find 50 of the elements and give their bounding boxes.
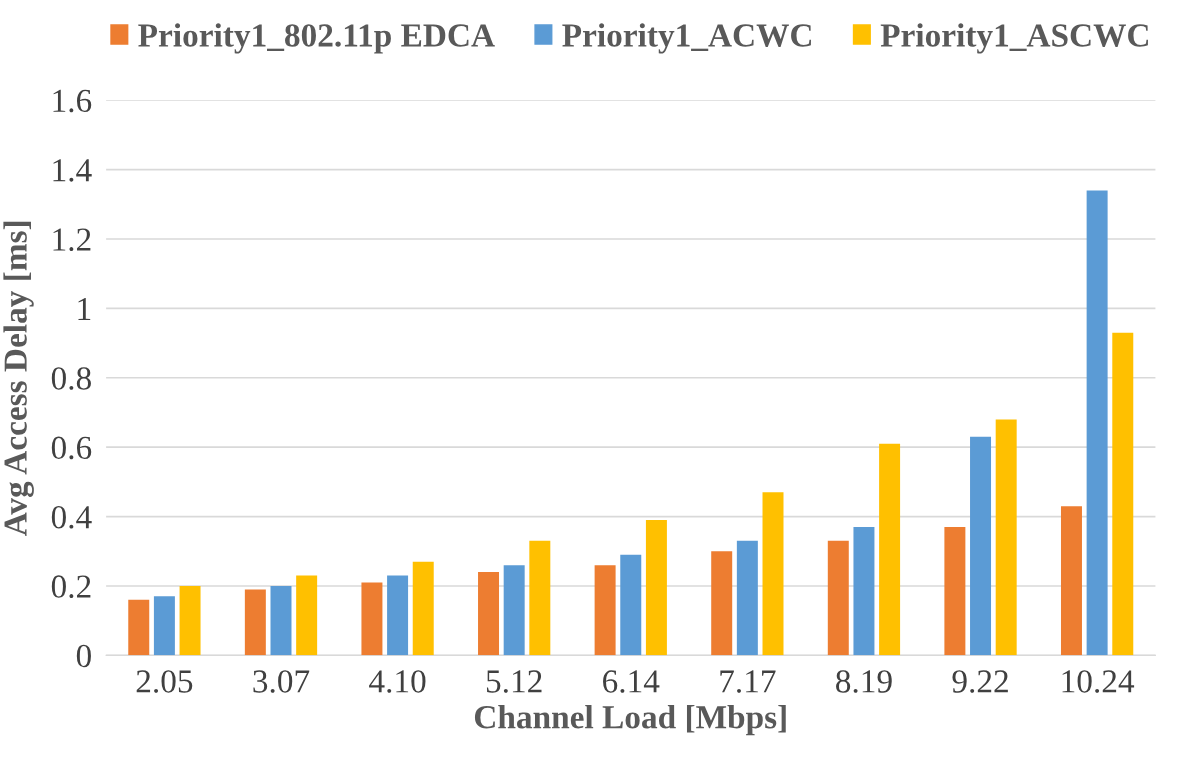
x-tick-label: 9.22 [952, 670, 1008, 693]
bar [879, 443, 901, 656]
bar [944, 526, 966, 656]
bar [827, 540, 849, 656]
y-axis-title: Avg Access Delay [ms] [3, 221, 34, 536]
bar [412, 561, 434, 656]
bar [594, 565, 616, 656]
bar [270, 585, 292, 656]
bar [361, 582, 383, 656]
bar [995, 419, 1017, 656]
x-tick-label: 10.24 [1062, 670, 1135, 693]
x-tick-label: 6.14 [603, 670, 660, 693]
bar [736, 540, 758, 656]
bar [529, 540, 551, 656]
y-tick-label: 0.4 [51, 505, 92, 529]
y-tick-label: 1.4 [53, 159, 92, 182]
bar [1086, 190, 1108, 656]
legend-label: Priority1_802.11p EDCA [138, 23, 495, 54]
y-tick-label: 0.8 [51, 367, 91, 390]
bar [503, 565, 525, 656]
y-tick-label: 1.6 [53, 89, 92, 113]
bar [244, 589, 266, 656]
bar [762, 492, 784, 656]
legend-label: Priority1_ASCWC [880, 23, 1148, 54]
x-tick-label: 4.10 [369, 670, 426, 693]
y-tick-label: 0 [76, 644, 91, 668]
bar [853, 526, 875, 656]
y-tick-label: 1.2 [53, 228, 91, 252]
y-tick-label: 0.6 [51, 436, 92, 460]
bar [296, 575, 318, 656]
bar [478, 572, 500, 656]
bar [179, 585, 201, 656]
bar [128, 599, 150, 656]
bar [1112, 332, 1134, 656]
bar [970, 436, 992, 656]
bar [153, 596, 175, 656]
x-tick-label: 5.12 [486, 670, 542, 693]
x-axis-title: Channel Load [Mbps] [474, 705, 786, 736]
bar [620, 554, 642, 656]
y-tick-label: 0.2 [51, 575, 91, 598]
x-tick-label: 3.07 [253, 670, 310, 693]
x-tick-label: 8.19 [836, 670, 892, 693]
bar [387, 575, 409, 656]
x-tick-label: 2.05 [136, 670, 193, 693]
y-tick-label: 1 [78, 297, 91, 320]
bar [1060, 506, 1082, 656]
x-tick-label: 7.17 [720, 670, 776, 693]
legend-label: Priority1_ACWC [562, 23, 811, 54]
bar [645, 520, 667, 656]
bar [711, 551, 733, 656]
